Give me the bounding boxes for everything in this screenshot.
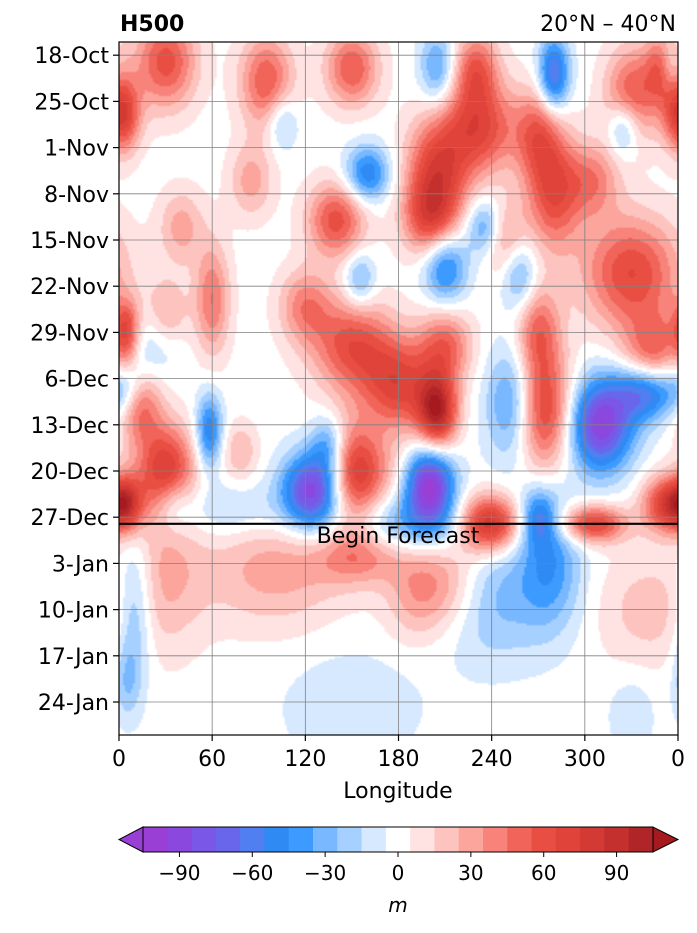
y-tick-label: 10-Jan bbox=[38, 599, 109, 624]
y-tick-label: 13-Dec bbox=[30, 414, 109, 439]
colorbar-segment bbox=[215, 827, 241, 852]
y-tick-label: 17-Jan bbox=[38, 645, 109, 670]
y-tick-label: 6-Dec bbox=[44, 368, 109, 393]
y-tick-label: 8-Nov bbox=[44, 183, 109, 208]
colorbar-segment bbox=[288, 827, 314, 852]
colorbar-segment bbox=[337, 827, 363, 852]
colorbar-segment bbox=[483, 827, 508, 852]
colorbar-tick-label: −60 bbox=[231, 861, 273, 885]
y-tick-label: 20-Dec bbox=[30, 460, 109, 485]
y-tick-label: 3-Jan bbox=[52, 552, 109, 577]
colorbar-segment bbox=[531, 827, 557, 852]
y-tick-label: 15-Nov bbox=[30, 229, 109, 254]
colorbar-tick-label: 30 bbox=[458, 861, 483, 885]
colorbar-segment bbox=[313, 827, 338, 852]
y-tick-label: 22-Nov bbox=[30, 275, 109, 300]
x-tick-label: 60 bbox=[198, 747, 226, 772]
colorbar-segment bbox=[410, 827, 435, 852]
x-tick-label: 300 bbox=[564, 747, 606, 772]
colorbar-segment bbox=[264, 827, 290, 852]
colorbar-tick-label: 60 bbox=[531, 861, 556, 885]
x-axis: 0 60 120 180 240 300 0 bbox=[112, 735, 685, 772]
x-tick-label: 180 bbox=[378, 747, 420, 772]
y-tick-label: 24-Jan bbox=[38, 691, 109, 716]
colorbar-segment bbox=[361, 827, 387, 852]
colorbar-tick-label: 0 bbox=[392, 861, 405, 885]
forecast-annotation: Begin Forecast bbox=[317, 524, 480, 549]
colorbar-tick-label: −30 bbox=[304, 861, 346, 885]
colorbar: −90 −60 −30 0 30 60 90 bbox=[117, 826, 680, 885]
colorbar-segment bbox=[385, 827, 411, 852]
colorbar-segment bbox=[458, 827, 484, 852]
colorbar-segment bbox=[507, 827, 533, 852]
colorbar-segment bbox=[628, 827, 654, 852]
colorbar-segment bbox=[240, 827, 265, 852]
y-axis: 18-Oct 25-Oct 1-Nov 8-Nov 15-Nov 22-Nov 29-Nov… bbox=[30, 44, 119, 716]
colorbar-segment bbox=[191, 827, 217, 852]
chart-title-left: H500 bbox=[120, 12, 184, 37]
colorbar-label: m bbox=[388, 893, 407, 917]
y-tick-label: 27-Dec bbox=[30, 506, 109, 531]
x-tick-label: 0 bbox=[112, 747, 126, 772]
plot-area: Begin Forecast bbox=[119, 42, 678, 735]
colorbar-segment bbox=[604, 827, 630, 852]
y-tick-label: 18-Oct bbox=[34, 44, 109, 69]
chart-title-right: 20°N – 40°N bbox=[540, 12, 676, 37]
grid bbox=[119, 42, 678, 735]
colorbar-segment bbox=[143, 827, 168, 852]
x-tick-label: 0 bbox=[671, 747, 685, 772]
y-tick-label: 25-Oct bbox=[34, 90, 109, 115]
colorbar-tick-label: 90 bbox=[604, 861, 629, 885]
y-tick-label: 1-Nov bbox=[44, 137, 109, 162]
colorbar-segment bbox=[167, 827, 193, 852]
x-axis-label: Longitude bbox=[343, 779, 452, 804]
x-tick-label: 240 bbox=[471, 747, 513, 772]
colorbar-segment bbox=[434, 827, 460, 852]
colorbar-tick-label: −90 bbox=[158, 861, 200, 885]
x-tick-label: 120 bbox=[284, 747, 326, 772]
colorbar-segment bbox=[555, 827, 581, 852]
colorbar-segment bbox=[580, 827, 605, 852]
y-tick-label: 29-Nov bbox=[30, 321, 109, 346]
